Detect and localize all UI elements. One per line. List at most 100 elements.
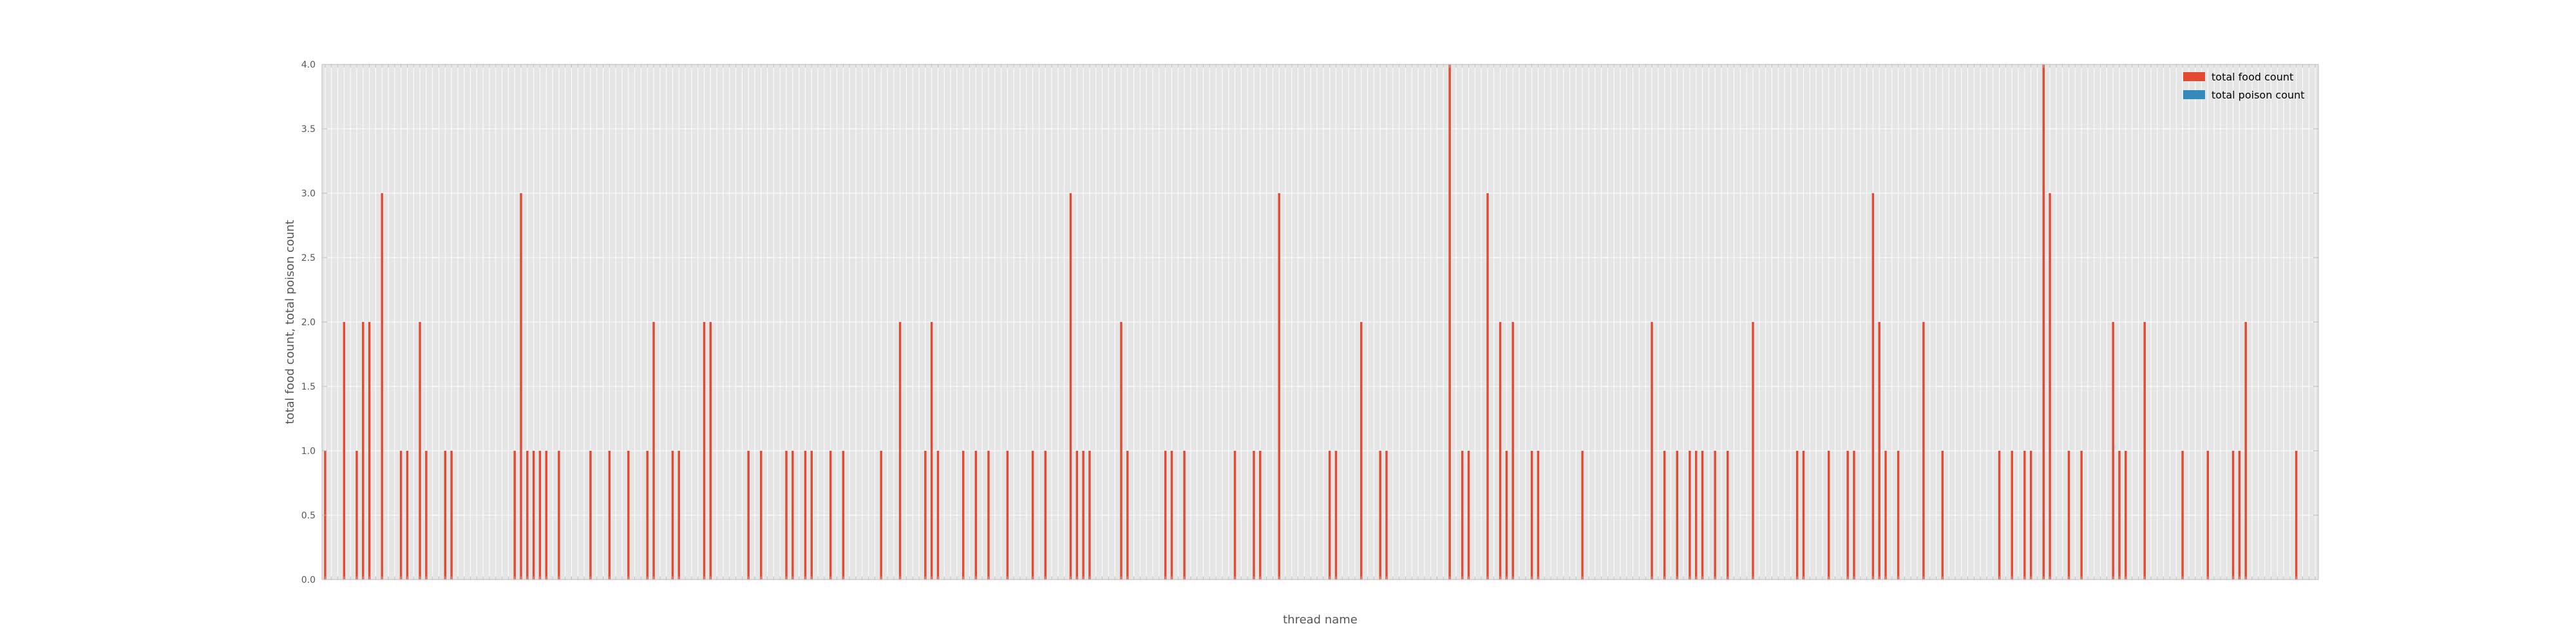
y-tick-label: 0.0 bbox=[301, 575, 316, 585]
y-tick-label: 3.0 bbox=[301, 189, 316, 199]
bar-food bbox=[2049, 193, 2051, 580]
bar-food bbox=[2295, 451, 2298, 580]
bar-food bbox=[810, 451, 813, 580]
bar-food bbox=[450, 451, 453, 580]
bar-food bbox=[829, 451, 832, 580]
bar-food bbox=[2118, 451, 2121, 580]
bar-food bbox=[532, 451, 535, 580]
bar-food bbox=[1259, 451, 1262, 580]
bar-food bbox=[425, 451, 428, 580]
bar-food bbox=[526, 451, 529, 580]
legend-swatch-poison bbox=[2183, 90, 2205, 99]
bar-food bbox=[1663, 451, 1666, 580]
bar-food bbox=[362, 322, 365, 580]
y-axis-title: total food count, total poison count bbox=[283, 220, 297, 424]
bar-food bbox=[2080, 451, 2083, 580]
bar-food bbox=[842, 451, 845, 580]
bar-food bbox=[1827, 451, 1830, 580]
bar-food bbox=[1802, 451, 1805, 580]
bar-food bbox=[936, 451, 940, 580]
bar-food bbox=[2067, 451, 2070, 580]
bar-food bbox=[880, 451, 882, 580]
bar-food bbox=[2244, 322, 2247, 580]
bar-food bbox=[1120, 322, 1122, 580]
bar-food bbox=[444, 451, 447, 580]
bar-food bbox=[1183, 451, 1186, 580]
bar-food bbox=[2181, 451, 2184, 580]
bar-food bbox=[1075, 451, 1079, 580]
bar-food bbox=[2125, 451, 2127, 580]
bar-food bbox=[1651, 322, 1653, 580]
y-tick-label: 1.0 bbox=[301, 446, 316, 457]
bar-food bbox=[1126, 451, 1129, 580]
bar-food bbox=[1998, 451, 2001, 580]
bar-food bbox=[2143, 322, 2146, 580]
bar-food bbox=[589, 451, 592, 580]
bar-food bbox=[1884, 451, 1887, 580]
bar-food bbox=[2023, 451, 2026, 580]
bar-food bbox=[1486, 193, 1489, 580]
bar-food bbox=[419, 322, 421, 580]
bar-food bbox=[1233, 451, 1236, 580]
x-ticks bbox=[325, 64, 2316, 580]
bar-food bbox=[1922, 322, 1925, 580]
y-tick-label: 0.5 bbox=[301, 511, 316, 521]
bar-food bbox=[747, 451, 750, 580]
bar-food bbox=[1694, 451, 1698, 580]
bar-food bbox=[1170, 451, 1173, 580]
bar-food bbox=[652, 322, 655, 580]
bar-food bbox=[1088, 451, 1091, 580]
legend-label-poison: total poison count bbox=[2211, 89, 2305, 101]
bar-food bbox=[1334, 451, 1338, 580]
y-ticks: 0.0 0.5 1.0 1.5 2.0 2.5 3.0 3.5 4.0 bbox=[301, 60, 2318, 585]
bar-food bbox=[1069, 193, 1072, 580]
y-tick-label: 4.0 bbox=[301, 60, 316, 70]
bar-food bbox=[1853, 451, 1855, 580]
bar-food bbox=[974, 451, 978, 580]
bar-food bbox=[1846, 451, 1849, 580]
bar-food bbox=[558, 451, 560, 580]
bar-food bbox=[381, 193, 383, 580]
bar-food bbox=[1385, 451, 1388, 580]
bar-food bbox=[399, 451, 402, 580]
bar-food bbox=[1505, 451, 1508, 580]
y-tick-label: 2.5 bbox=[301, 253, 316, 263]
bar-food bbox=[709, 322, 712, 580]
bar-food bbox=[671, 451, 674, 580]
bar-food bbox=[1941, 451, 1944, 580]
bar-food bbox=[2238, 451, 2241, 580]
legend: total food count total poison count bbox=[2183, 71, 2305, 101]
bar-food bbox=[1871, 193, 1875, 580]
bar-food bbox=[2042, 64, 2045, 580]
bar-food bbox=[513, 451, 516, 580]
bar-food bbox=[2029, 451, 2032, 580]
bar-food bbox=[1727, 451, 1729, 580]
bar-food bbox=[930, 322, 933, 580]
y-tick-label: 1.5 bbox=[301, 382, 316, 392]
bar-food bbox=[1795, 451, 1799, 580]
bar-food bbox=[545, 451, 547, 580]
bar-food bbox=[677, 451, 680, 580]
bar-food bbox=[1467, 451, 1470, 580]
bar-food bbox=[962, 451, 965, 580]
bar-food bbox=[406, 451, 409, 580]
bar-food bbox=[1328, 451, 1331, 580]
bar-food bbox=[1379, 451, 1381, 580]
y-tick-label: 3.5 bbox=[301, 124, 316, 135]
bar-food bbox=[646, 451, 649, 580]
bar-food bbox=[1461, 451, 1464, 580]
bar-food bbox=[1752, 322, 1754, 580]
bar-food bbox=[703, 322, 706, 580]
bar-food bbox=[791, 451, 794, 580]
bar-food bbox=[785, 451, 788, 580]
bar-food bbox=[1530, 451, 1533, 580]
x-axis-title: thread name bbox=[1283, 613, 1358, 627]
bar-food bbox=[627, 451, 630, 580]
bar-food bbox=[1448, 64, 1451, 580]
bar-food bbox=[1360, 322, 1363, 580]
bar-food bbox=[1714, 451, 1716, 580]
bar-food bbox=[1878, 322, 1880, 580]
bar-food bbox=[987, 451, 990, 580]
bar-food bbox=[608, 451, 611, 580]
